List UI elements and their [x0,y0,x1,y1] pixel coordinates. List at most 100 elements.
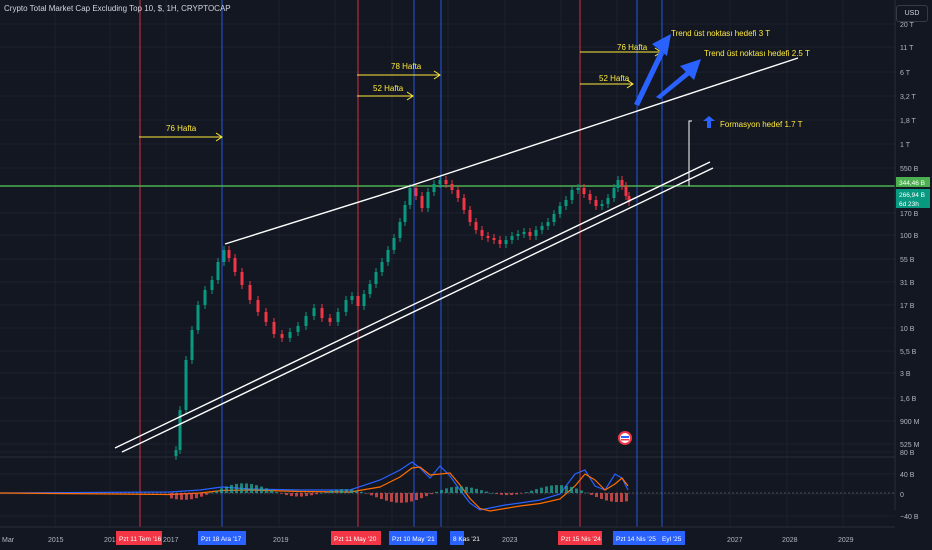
chart-grid [0,0,895,527]
candle-body [288,332,292,338]
candle-body [210,280,214,290]
candle-body [320,308,324,318]
candle-body [398,222,402,238]
time-axis-label: 2015 [48,537,64,544]
macd-histogram-bar [520,493,523,494]
macd-histogram-bar [440,489,443,493]
price-axis-label: 17 B [900,303,915,310]
candle-body [546,222,550,226]
candle-body [588,194,592,200]
time-marker-tag [450,531,464,545]
macd-axis-label: 80 B [900,450,915,457]
candle-body [620,180,624,186]
macd-histogram-bar [280,493,283,494]
candle-body [570,190,574,200]
time-marker-lines [139,0,663,527]
candle-body [600,204,604,206]
macd-histogram-bar [305,493,308,497]
macd-histogram-bar [430,493,433,494]
candle-body [350,296,354,300]
macd-histogram-bar [335,489,338,493]
macd-histogram-bar [600,493,603,499]
price-axis-label: 550 B [900,166,919,173]
lower-trend-line-1 [114,161,711,449]
annotation-78-hafta: 78 Hafta [391,62,422,71]
time-marker-tag [198,531,246,545]
macd-histogram-bar [555,485,558,493]
time-marker-label: Pzt 14 Nis '25 [616,536,656,543]
annotation-target-3t: Trend üst noktası hedefi 3 T [671,29,770,38]
annotations: 76 Hafta 78 Hafta 52 Hafta 76 Hafta 52 H… [139,29,810,142]
candle-body [468,210,472,222]
macd-histogram-bar [470,487,473,493]
macd-histogram-bar [425,493,428,497]
macd-axis-label: 40 B [900,472,915,479]
macd-histogram-bar [415,493,418,501]
macd-histogram-bar [265,488,268,493]
macd-histogram-bar [535,489,538,493]
candle-body [504,240,508,244]
price-axis-label: 10 B [900,326,915,333]
trend-lines [114,57,799,453]
candle-body [444,180,448,184]
time-axis-label: 2029 [838,537,854,544]
candle-body [256,300,260,312]
candle-body [380,262,384,272]
macd-histogram-bar [185,493,188,500]
candle-body [510,236,514,240]
event-flag-icon[interactable] [618,431,632,445]
macd-histogram-bar [255,485,258,493]
time-axis[interactable]: Mar 2015 2016 2017 2019 2023 2027 2028 2029 Pzt 1… [0,526,932,550]
price-candles [174,176,631,460]
macd-histogram-bar [445,488,448,493]
currency-button[interactable]: USD [896,5,928,22]
candle-body [438,180,442,184]
macd-histogram-bar [570,486,573,493]
candle-body [304,316,308,326]
price-axis-label: 3 B [900,371,911,378]
candle-body [558,206,562,214]
macd-histogram-bar [325,491,328,493]
price-axis[interactable]: 20 T 11 T 6 T 3,2 T 1,8 T 1 T 550 B 170 B 100 B 5… [894,0,932,521]
macd-histogram-bar [270,490,273,493]
macd-histogram-bar [310,493,313,496]
candle-body [403,205,407,222]
macd-histogram-bar [515,493,518,495]
candle-body [498,240,502,244]
candle-body [356,296,360,306]
macd-histogram-bar [290,493,293,497]
macd-histogram-bar [320,492,323,494]
macd-histogram-bar [420,493,423,499]
macd-histogram-bar [530,490,533,493]
macd-histogram-bar [215,490,218,493]
candle-body [227,250,231,258]
candle-body [552,214,556,222]
macd-line [0,461,629,511]
candle-body [420,196,424,208]
macd-histogram-bar [605,493,608,501]
price-axis-label: 1 T [900,142,911,149]
macd-histogram-bar [575,488,578,493]
candle-body [374,272,378,284]
macd-pane [0,461,895,512]
macd-histogram-bar [455,486,458,493]
annotation-52-hafta-1: 52 Hafta [373,84,404,93]
time-marker-label: Pzt 11 Tem '16 [119,536,162,543]
candle-body [564,200,568,206]
formation-target-line [688,120,692,186]
macd-histogram-bar [340,489,343,493]
annotation-target-2-5t: Trend üst noktası hedefi 2.5 T [704,49,810,58]
macd-histogram-bar [480,490,483,493]
macd-histogram-bar [435,491,438,493]
annotation-76-hafta-2: 76 Hafta [617,43,648,52]
target-arrow-formation [703,116,715,128]
macd-histogram-bar [210,492,213,494]
macd-histogram-bar [485,491,488,493]
macd-histogram-bar [545,486,548,493]
macd-histogram-bar [560,485,563,493]
macd-histogram-bar [300,493,303,497]
candle-body [240,272,244,285]
candle-body [616,180,620,188]
price-axis-label: 5,5 B [900,349,917,356]
